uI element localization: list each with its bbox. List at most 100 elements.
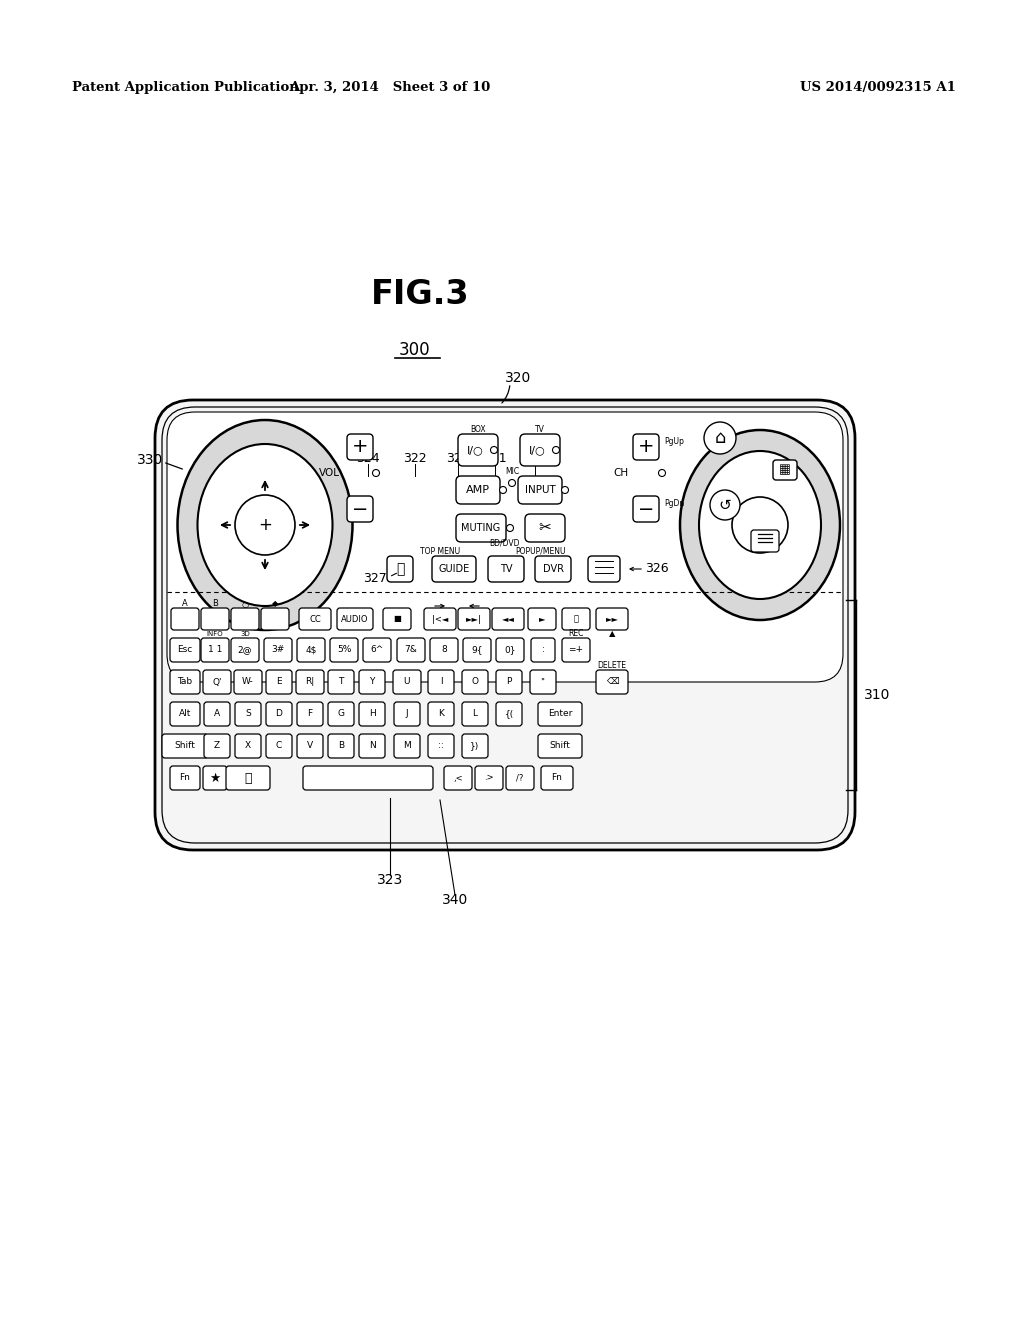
- FancyBboxPatch shape: [170, 638, 200, 663]
- Text: ,<: ,<: [454, 774, 463, 783]
- FancyBboxPatch shape: [430, 638, 458, 663]
- Text: Patent Application Publication: Patent Application Publication: [72, 82, 299, 95]
- FancyBboxPatch shape: [204, 702, 230, 726]
- Text: B: B: [338, 742, 344, 751]
- Text: 330: 330: [137, 453, 163, 467]
- Text: 325: 325: [523, 451, 547, 465]
- Text: 321: 321: [483, 451, 507, 465]
- FancyBboxPatch shape: [201, 609, 229, 630]
- Text: ⌕: ⌕: [396, 562, 404, 576]
- FancyBboxPatch shape: [506, 766, 534, 789]
- FancyBboxPatch shape: [264, 638, 292, 663]
- Text: W-: W-: [242, 677, 254, 686]
- Text: +: +: [352, 437, 369, 457]
- Text: −: −: [352, 499, 369, 519]
- Circle shape: [373, 470, 380, 477]
- FancyBboxPatch shape: [328, 734, 354, 758]
- Text: S: S: [245, 710, 251, 718]
- Text: 320: 320: [505, 371, 531, 385]
- FancyBboxPatch shape: [296, 671, 324, 694]
- Text: ►: ►: [539, 615, 545, 623]
- FancyBboxPatch shape: [394, 702, 420, 726]
- FancyBboxPatch shape: [393, 671, 421, 694]
- FancyBboxPatch shape: [266, 702, 292, 726]
- Text: DVR: DVR: [543, 564, 563, 574]
- Circle shape: [509, 479, 515, 487]
- Text: 6^: 6^: [371, 645, 384, 655]
- Text: 324: 324: [356, 451, 380, 465]
- FancyBboxPatch shape: [463, 638, 490, 663]
- Text: 323: 323: [377, 873, 403, 887]
- FancyBboxPatch shape: [303, 766, 433, 789]
- Circle shape: [705, 422, 736, 454]
- Text: CC: CC: [309, 615, 321, 623]
- Text: POPUP/MENU: POPUP/MENU: [515, 546, 565, 556]
- Circle shape: [507, 524, 513, 532]
- FancyBboxPatch shape: [234, 734, 261, 758]
- Text: I: I: [439, 677, 442, 686]
- FancyBboxPatch shape: [538, 702, 582, 726]
- FancyBboxPatch shape: [528, 609, 556, 630]
- Text: INFO: INFO: [207, 631, 223, 638]
- Text: ::: ::: [438, 742, 443, 751]
- Text: −: −: [638, 499, 654, 519]
- Text: Esc: Esc: [177, 645, 193, 655]
- FancyBboxPatch shape: [234, 671, 262, 694]
- Text: C: C: [275, 742, 283, 751]
- FancyBboxPatch shape: [328, 671, 354, 694]
- FancyBboxPatch shape: [261, 609, 289, 630]
- FancyBboxPatch shape: [444, 766, 472, 789]
- FancyBboxPatch shape: [330, 638, 358, 663]
- FancyBboxPatch shape: [562, 609, 590, 630]
- Text: 310: 310: [864, 688, 891, 702]
- Text: E: E: [276, 677, 282, 686]
- FancyBboxPatch shape: [226, 766, 270, 789]
- Circle shape: [500, 487, 507, 494]
- Text: 340: 340: [442, 894, 468, 907]
- Text: TV: TV: [500, 564, 512, 574]
- Text: ⌂: ⌂: [715, 429, 726, 447]
- Text: MUTING: MUTING: [462, 523, 501, 533]
- FancyBboxPatch shape: [562, 638, 590, 663]
- FancyBboxPatch shape: [347, 434, 373, 459]
- Text: FIG.3: FIG.3: [371, 279, 469, 312]
- FancyBboxPatch shape: [428, 734, 454, 758]
- Text: L: L: [472, 710, 477, 718]
- FancyBboxPatch shape: [299, 609, 331, 630]
- FancyBboxPatch shape: [297, 734, 323, 758]
- FancyBboxPatch shape: [203, 766, 227, 789]
- Text: B: B: [212, 599, 218, 609]
- Text: ►►|: ►►|: [466, 615, 482, 623]
- Circle shape: [561, 487, 568, 494]
- FancyBboxPatch shape: [234, 702, 261, 726]
- Text: TOP MENU: TOP MENU: [420, 546, 460, 556]
- FancyBboxPatch shape: [297, 702, 323, 726]
- FancyBboxPatch shape: [432, 556, 476, 582]
- Circle shape: [234, 495, 295, 554]
- FancyBboxPatch shape: [359, 702, 385, 726]
- Text: 3#: 3#: [271, 645, 285, 655]
- Text: Tab: Tab: [177, 677, 193, 686]
- FancyBboxPatch shape: [362, 638, 391, 663]
- FancyBboxPatch shape: [387, 556, 413, 582]
- Text: AUDIO: AUDIO: [341, 615, 369, 623]
- FancyBboxPatch shape: [383, 609, 411, 630]
- Text: 7&: 7&: [404, 645, 418, 655]
- Text: BOX: BOX: [470, 425, 485, 434]
- FancyBboxPatch shape: [488, 556, 524, 582]
- Text: T: T: [338, 677, 344, 686]
- Text: U: U: [403, 677, 411, 686]
- Circle shape: [732, 498, 788, 553]
- Text: I/○: I/○: [467, 445, 483, 455]
- Text: P: P: [506, 677, 512, 686]
- FancyBboxPatch shape: [359, 671, 385, 694]
- Text: A: A: [182, 599, 187, 609]
- Text: N: N: [369, 742, 376, 751]
- Text: 4$: 4$: [305, 645, 316, 655]
- FancyBboxPatch shape: [428, 702, 454, 726]
- FancyBboxPatch shape: [458, 609, 490, 630]
- FancyBboxPatch shape: [162, 734, 208, 758]
- Text: J: J: [406, 710, 409, 718]
- FancyBboxPatch shape: [462, 671, 488, 694]
- Text: D: D: [275, 710, 283, 718]
